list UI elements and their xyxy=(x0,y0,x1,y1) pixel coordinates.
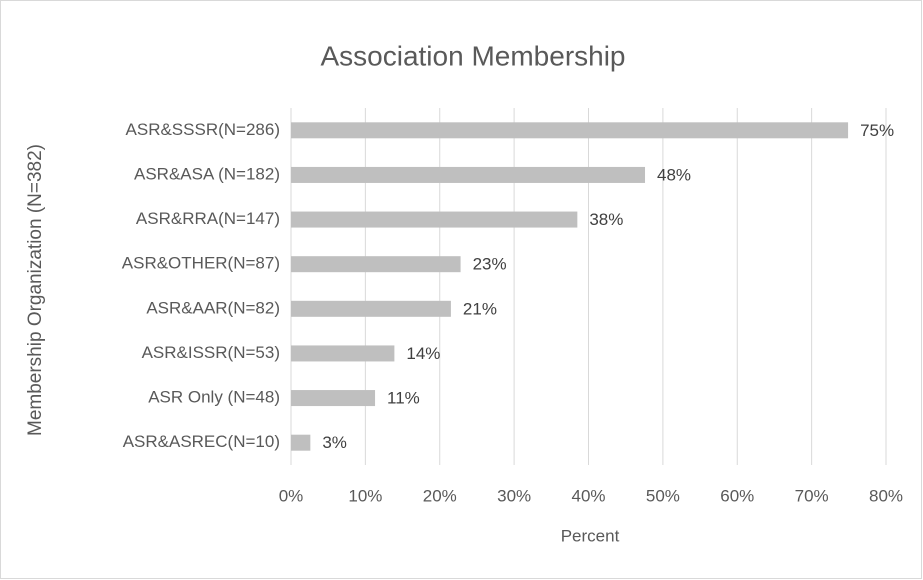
x-tick-label: 60% xyxy=(720,486,754,505)
bar xyxy=(291,345,395,362)
bar xyxy=(291,122,849,139)
value-label: 48% xyxy=(657,165,691,184)
bar xyxy=(291,434,311,451)
value-label: 38% xyxy=(589,210,623,229)
y-tick-label: ASR Only (N=48) xyxy=(148,388,280,407)
x-tick-label: 80% xyxy=(869,486,903,505)
y-tick-label: ASR&OTHER(N=87) xyxy=(122,254,280,273)
bar xyxy=(291,166,646,183)
y-tick-label: ASR&ISSR(N=53) xyxy=(142,343,280,362)
y-axis-label: Membership Organization (N=382) xyxy=(25,144,46,436)
value-label: 11% xyxy=(387,389,420,408)
value-label: 3% xyxy=(322,433,347,452)
y-tick-label: ASR&SSSR(N=286) xyxy=(126,120,280,139)
x-tick-label: 50% xyxy=(646,486,680,505)
y-tick-label: ASR&ASA (N=182) xyxy=(134,164,280,183)
value-label: 23% xyxy=(473,255,507,274)
x-tick-label: 40% xyxy=(571,486,605,505)
chart-title: Association Membership xyxy=(320,40,625,71)
bar xyxy=(291,256,461,273)
bar xyxy=(291,390,376,407)
y-tick-label: ASR&RRA(N=147) xyxy=(136,209,280,228)
value-label: 14% xyxy=(406,344,440,363)
y-tick-label: ASR&AAR(N=82) xyxy=(146,298,280,317)
x-axis-label: Percent xyxy=(561,526,620,545)
x-tick-label: 30% xyxy=(497,486,531,505)
bar xyxy=(291,300,451,317)
x-tick-label: 70% xyxy=(795,486,829,505)
x-tick-label: 0% xyxy=(279,486,304,505)
value-label: 75% xyxy=(860,121,894,140)
x-tick-label: 20% xyxy=(423,486,457,505)
y-tick-label: ASR&ASREC(N=10) xyxy=(123,432,280,451)
bar xyxy=(291,211,578,228)
value-label: 21% xyxy=(463,299,497,318)
x-tick-label: 10% xyxy=(348,486,382,505)
